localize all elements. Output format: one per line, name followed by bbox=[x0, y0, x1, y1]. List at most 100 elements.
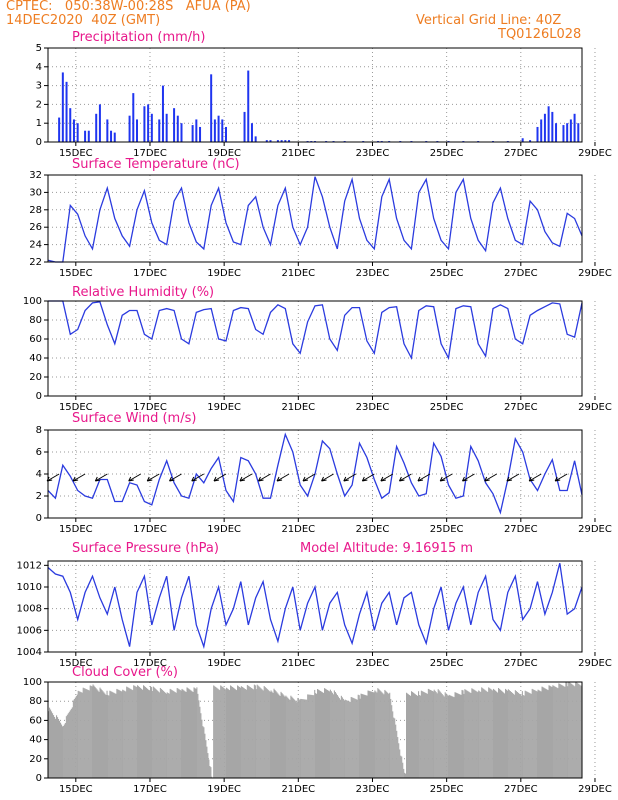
cloud-bar bbox=[60, 722, 62, 778]
cloud-bar bbox=[359, 698, 361, 778]
xtick-label: 17DEC bbox=[133, 524, 167, 535]
cloud-bar bbox=[153, 687, 155, 778]
xtick-label: 29DEC bbox=[578, 148, 612, 159]
precip-bar bbox=[191, 125, 194, 142]
cloud-bar bbox=[253, 684, 255, 778]
cloud-bar bbox=[273, 688, 275, 778]
cloud-bar bbox=[318, 689, 320, 778]
cloud-bar bbox=[226, 687, 228, 778]
xtick-label: 21DEC bbox=[281, 524, 315, 535]
cloud-bar bbox=[379, 690, 381, 778]
cloud-bar bbox=[217, 688, 219, 778]
cloud-bar bbox=[439, 691, 441, 778]
xtick-label: 25DEC bbox=[430, 402, 464, 413]
cloud-bar bbox=[431, 690, 433, 778]
cloud-bar bbox=[471, 688, 473, 778]
cloud-bar bbox=[151, 687, 153, 778]
cloud-bar bbox=[296, 702, 298, 778]
ytick-label: 2 bbox=[36, 491, 42, 502]
cloud-bar bbox=[257, 685, 259, 778]
cloud-bar bbox=[562, 685, 564, 778]
cloud-bar bbox=[193, 687, 195, 778]
cloud-bar bbox=[294, 700, 296, 778]
cloud-bar bbox=[387, 693, 389, 778]
cloud-bar bbox=[569, 682, 571, 778]
cloud-bar bbox=[112, 692, 114, 778]
cloud-bar bbox=[386, 691, 388, 778]
cloud-bar bbox=[65, 716, 67, 778]
cloud-bar bbox=[344, 699, 346, 778]
wind-arrow-head bbox=[276, 476, 283, 482]
cloud-bar bbox=[398, 743, 400, 778]
precip-bar bbox=[543, 113, 546, 142]
cloud-bar bbox=[566, 682, 568, 778]
precip-bar bbox=[150, 113, 153, 142]
cloud-bar bbox=[420, 690, 422, 778]
cloud-bar bbox=[327, 690, 329, 778]
wind-arrow-head bbox=[361, 476, 368, 482]
precip-bar bbox=[87, 130, 90, 142]
cloud-bar bbox=[125, 691, 127, 778]
wind-arrow-shaft bbox=[302, 473, 316, 482]
cloud-bar bbox=[200, 713, 202, 778]
cloud-bar bbox=[438, 690, 440, 778]
precip-bar bbox=[569, 119, 572, 142]
xtick-label: 29DEC bbox=[578, 524, 612, 535]
cloud-bar bbox=[377, 688, 379, 778]
cloud-bar bbox=[308, 694, 310, 778]
series-line bbox=[48, 300, 583, 361]
cloud-bar bbox=[395, 724, 397, 778]
cloud-bar bbox=[493, 688, 495, 778]
ytick-label: 1008 bbox=[17, 604, 42, 615]
precip-bar bbox=[176, 115, 179, 142]
cloud-bar bbox=[447, 695, 449, 778]
panel-frame bbox=[47, 429, 583, 519]
cloud-bar bbox=[249, 687, 251, 778]
cloud-bar bbox=[503, 692, 505, 778]
cloud-bar bbox=[453, 697, 455, 778]
ytick-label: 80 bbox=[29, 696, 42, 707]
cloud-bar bbox=[314, 689, 316, 778]
cloud-bar bbox=[128, 687, 130, 778]
cloud-bar bbox=[390, 698, 392, 778]
cloud-bar bbox=[353, 698, 355, 778]
cloud-bar bbox=[141, 688, 143, 778]
cloud-bar bbox=[307, 694, 309, 778]
xtick-label: 17DEC bbox=[133, 148, 167, 159]
cloud-bar bbox=[155, 689, 157, 778]
cloud-bar bbox=[62, 726, 64, 778]
cloud-bar bbox=[285, 695, 287, 778]
cloud-bar bbox=[496, 691, 498, 778]
precip-bar bbox=[213, 119, 216, 142]
cloud-bar bbox=[320, 690, 322, 778]
cloud-bar bbox=[533, 689, 535, 778]
ytick-label: 1010 bbox=[17, 582, 42, 593]
cloud-bar bbox=[410, 695, 412, 778]
ytick-label: 0 bbox=[36, 391, 42, 402]
cloud-bar bbox=[524, 690, 526, 778]
precip-bar bbox=[180, 123, 183, 142]
cloud-bar bbox=[85, 689, 87, 778]
xtick-label: 19DEC bbox=[207, 658, 241, 669]
xtick-label: 15DEC bbox=[59, 148, 93, 159]
cloud-bar bbox=[403, 768, 405, 778]
cloud-bar bbox=[204, 733, 206, 778]
cloud-bar bbox=[451, 696, 453, 778]
xtick-label: 21DEC bbox=[281, 148, 315, 159]
cloud-bar bbox=[543, 687, 545, 778]
wind-arrow-head bbox=[462, 476, 468, 482]
cloud-bar bbox=[73, 699, 75, 778]
xtick-label: 25DEC bbox=[430, 658, 464, 669]
series-line bbox=[47, 432, 583, 515]
cloud-bar bbox=[203, 727, 205, 778]
cloud-bar bbox=[62, 725, 64, 778]
cloud-bar bbox=[334, 691, 336, 778]
precip-bar bbox=[147, 104, 150, 142]
cloud-bar bbox=[146, 687, 148, 778]
wind-arrow-head bbox=[380, 476, 386, 482]
precip-bar bbox=[76, 123, 79, 142]
cloud-bar bbox=[101, 690, 103, 778]
cloud-bar bbox=[265, 687, 267, 778]
cloud-bar bbox=[362, 694, 364, 778]
cloud-bar bbox=[289, 699, 291, 778]
